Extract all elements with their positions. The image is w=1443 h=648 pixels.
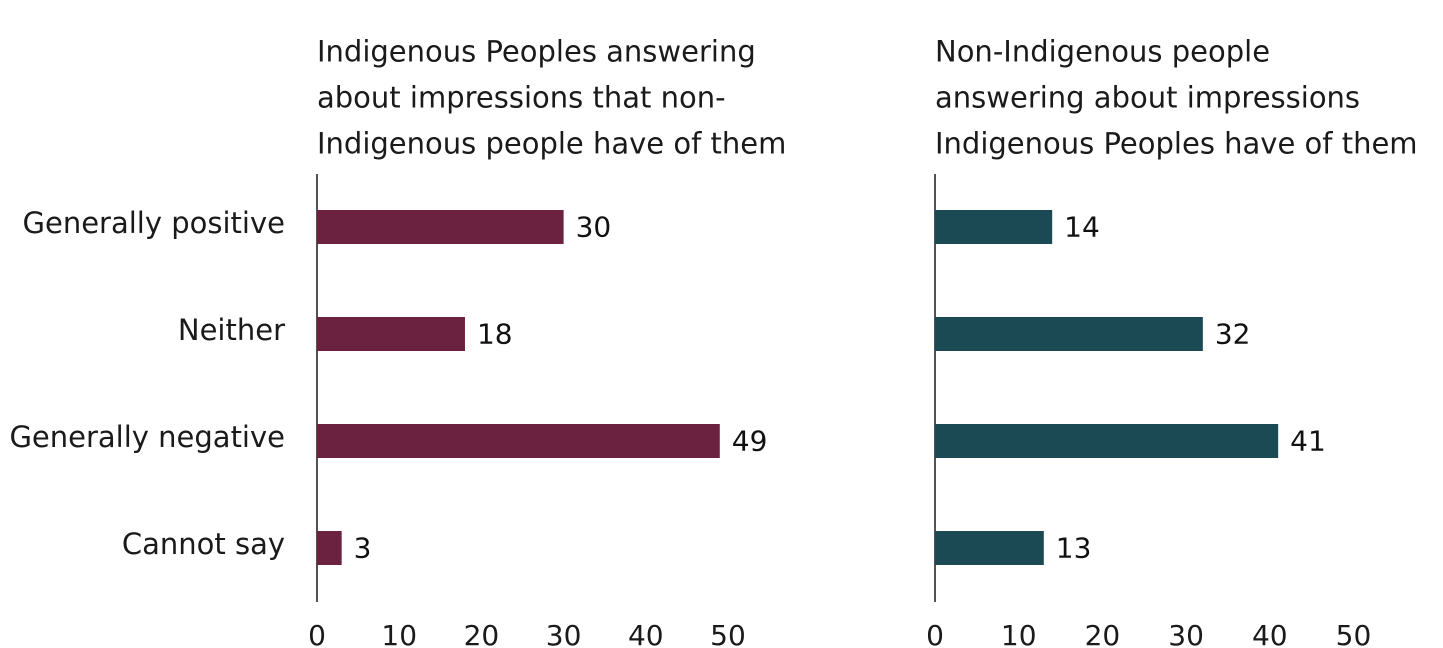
x-tick-label: 10: [1001, 619, 1037, 648]
x-tick-label: 20: [1085, 619, 1121, 648]
bar: [935, 531, 1044, 565]
x-tick-label: 40: [1252, 619, 1288, 648]
x-tick-label: 20: [464, 619, 500, 648]
data-label: 30: [576, 211, 612, 244]
data-label: 3: [354, 532, 372, 565]
chart-title-line: Non-Indigenous people: [935, 35, 1270, 69]
chart-title-line: Indigenous Peoples answering: [317, 35, 756, 69]
bar: [317, 531, 342, 565]
category-label: Cannot say: [122, 527, 285, 561]
data-label: 13: [1056, 532, 1092, 565]
category-label: Generally negative: [9, 420, 285, 454]
chart-title-line: Indigenous people have of them: [317, 127, 786, 161]
x-tick-label: 0: [308, 619, 326, 648]
x-tick-label: 50: [1336, 619, 1372, 648]
data-label: 14: [1064, 211, 1100, 244]
x-tick-label: 30: [546, 619, 582, 648]
bar: [935, 424, 1279, 458]
data-label: 49: [732, 425, 768, 458]
bar: [935, 210, 1053, 244]
data-label: 32: [1215, 318, 1251, 351]
category-label: Generally positive: [23, 206, 285, 240]
bar: [317, 210, 564, 244]
x-tick-label: 30: [1168, 619, 1204, 648]
x-tick-label: 10: [381, 619, 417, 648]
chart-title-line: about impressions that non-: [317, 81, 726, 115]
chart-panel-left: Indigenous Peoples answering about impres…: [9, 35, 786, 648]
data-label: 41: [1290, 425, 1326, 458]
category-label: Neither: [178, 313, 285, 347]
data-label: 18: [477, 318, 513, 351]
chart-panel-right: Non-Indigenous people answering about imp…: [926, 35, 1417, 648]
bar: [935, 317, 1203, 351]
x-tick-label: 40: [628, 619, 664, 648]
chart-title-line: Indigenous Peoples have of them: [935, 127, 1418, 161]
bar: [317, 317, 465, 351]
chart-title-line: answering about impressions: [935, 81, 1360, 115]
x-tick-label: 50: [710, 619, 746, 648]
bar: [317, 424, 720, 458]
x-tick-label: 0: [926, 619, 944, 648]
